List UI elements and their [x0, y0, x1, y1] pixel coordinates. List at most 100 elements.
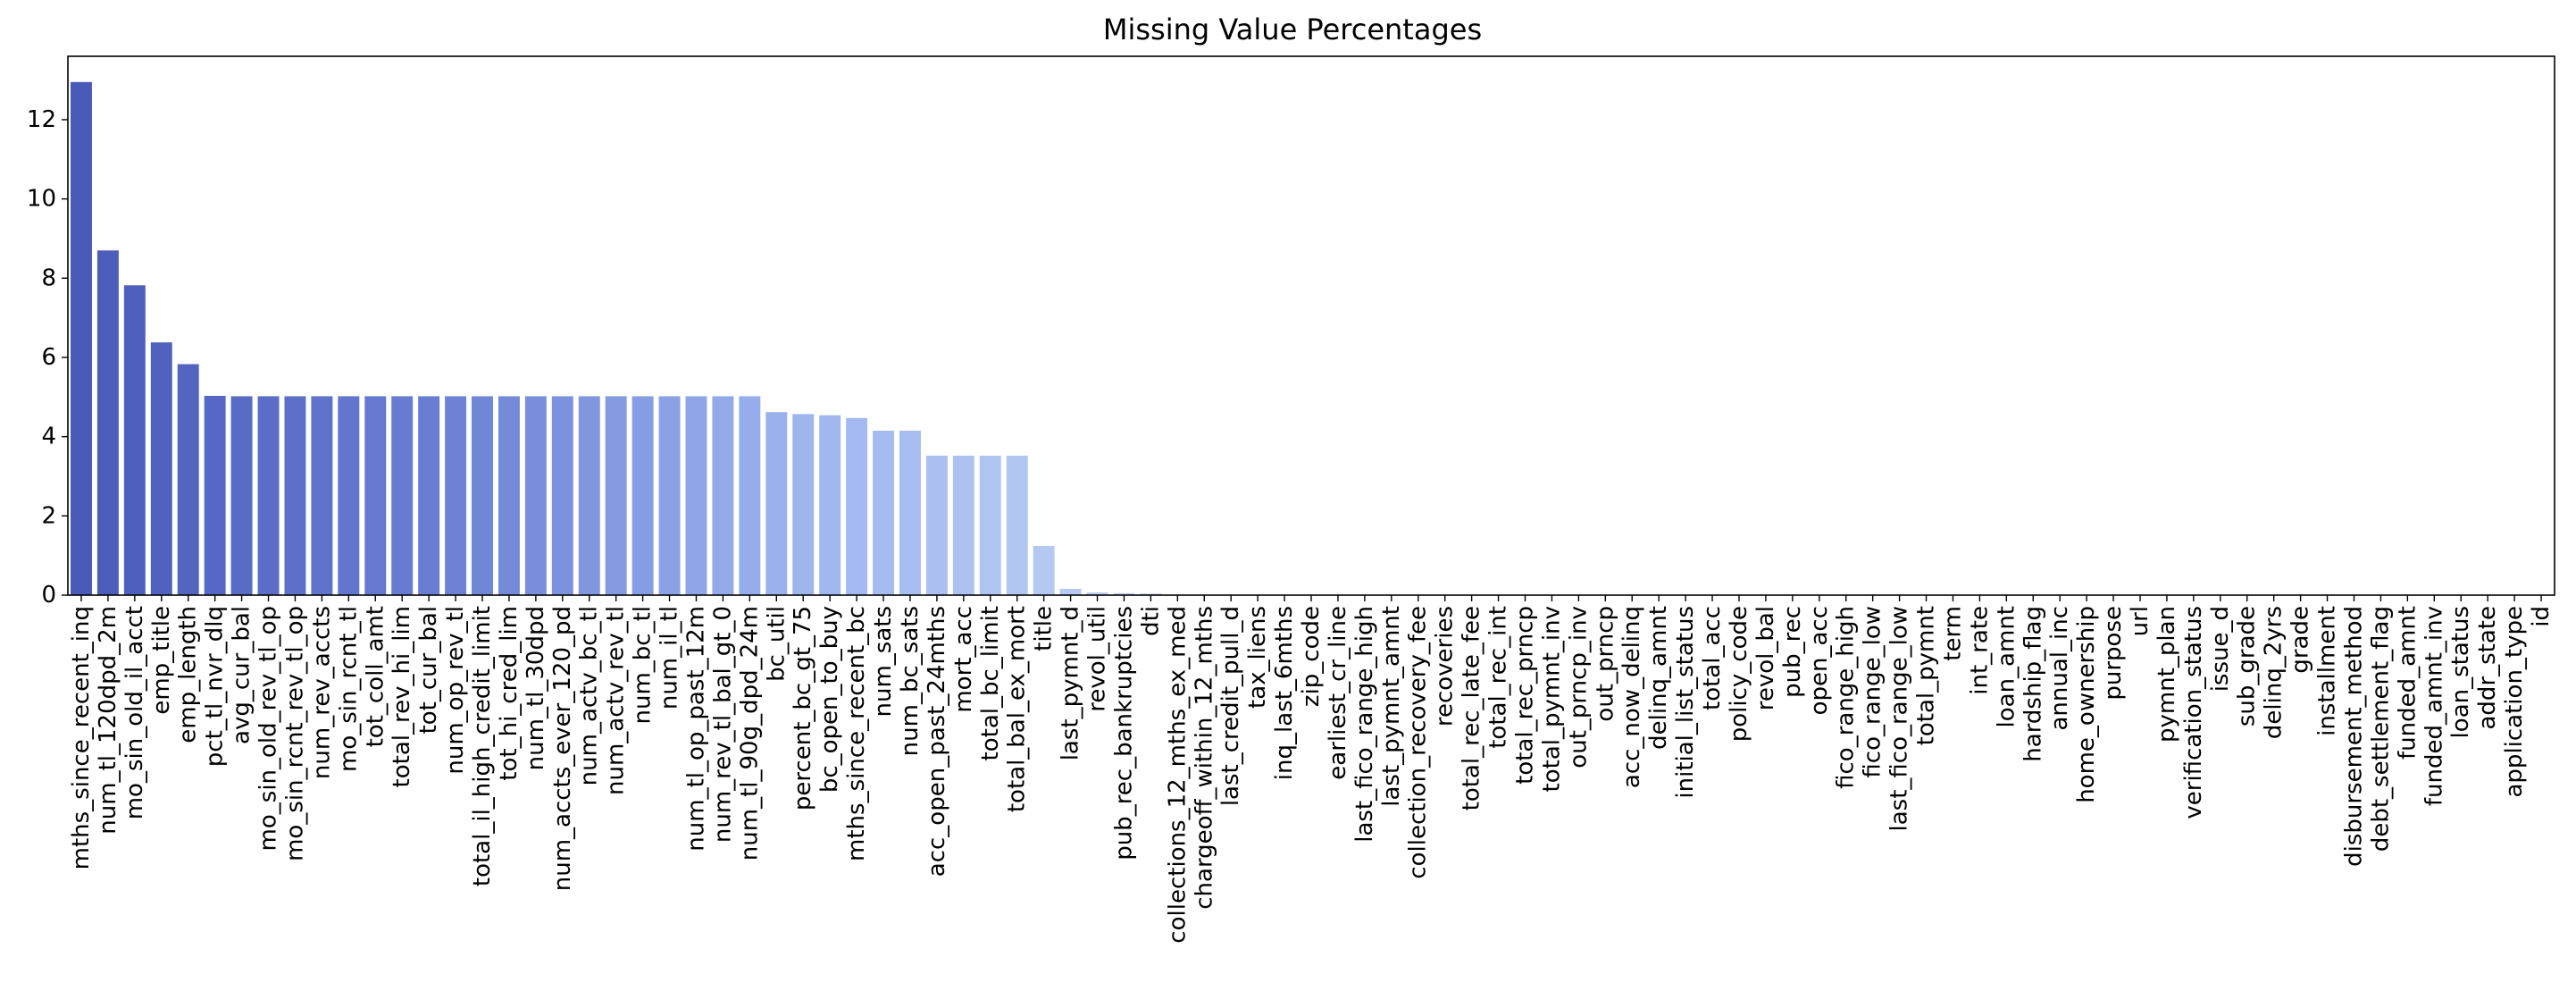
x-tick-label: num_bc_tl: [630, 606, 657, 725]
x-tick-label: funded_amnt_inv: [2421, 606, 2447, 806]
y-tick-label: 10: [27, 186, 56, 213]
x-tick-label: inq_last_6mths: [1271, 606, 1298, 780]
x-tick-label: total_pymnt_inv: [1538, 606, 1565, 792]
x-tick-label: delinq_amnt: [1645, 606, 1672, 750]
x-tick-label: delinq_2yrs: [2261, 606, 2287, 739]
y-tick-label: 2: [41, 502, 56, 529]
x-tick-label: loan_status: [2447, 606, 2474, 738]
x-tick-label: fico_range_high: [1833, 606, 1860, 789]
x-tick-label: mths_since_recent_inq: [68, 606, 95, 869]
x-tick-label: num_tl_op_past_12m: [682, 606, 709, 852]
x-tick-label: earliest_cr_line: [1325, 606, 1351, 780]
x-tick-label: url: [2127, 606, 2154, 636]
x-tick-label: issue_d: [2207, 606, 2234, 692]
x-tick-label: zip_code: [1298, 606, 1325, 707]
x-tick-label: fico_range_low: [1860, 606, 1886, 778]
x-tick-label: num_tl_90g_dpd_24m: [736, 606, 763, 861]
bar-pct_tl_nvr_dlq: [204, 395, 226, 595]
bar-tot_cur_bal: [418, 396, 440, 595]
bar-bc_open_to_buy: [819, 415, 841, 595]
bar-mort_acc: [952, 455, 974, 595]
x-tick-label: open_acc: [1806, 606, 1833, 715]
bar-num_accts_ever_120_pd: [551, 396, 573, 595]
x-tick-label: debt_settlement_flag: [2367, 606, 2394, 852]
x-tick-label: emp_title: [148, 606, 175, 715]
x-tick-label: verification_status: [2180, 606, 2207, 819]
bar-num_actv_bc_tl: [578, 396, 600, 595]
x-tick-label: hardship_flag: [2020, 606, 2046, 762]
bar-total_bc_limit: [979, 455, 1001, 595]
bar-num_bc_sats: [899, 430, 921, 595]
bars-group: [70, 81, 1296, 596]
x-axis: mths_since_recent_inq num_tl_120dpd_2m mo_…: [68, 595, 2555, 944]
x-tick-label: title: [1031, 606, 1058, 651]
bar-title: [1033, 546, 1055, 595]
x-tick-label: acc_open_past_24mths: [924, 606, 950, 877]
bar-emp_length: [177, 364, 199, 595]
bar-tot_hi_cred_lim: [498, 396, 520, 595]
bar-num_actv_rev_tl: [605, 396, 627, 595]
x-tick-label: tot_coll_amt: [362, 606, 389, 747]
bar-num_tl_90g_dpd_24m: [739, 396, 761, 595]
x-tick-label: total_rec_late_fee: [1459, 606, 1485, 810]
x-tick-label: installment: [2314, 606, 2341, 736]
bar-num_tl_op_past_12m: [685, 396, 707, 595]
bar-bc_util: [765, 412, 788, 595]
x-tick-label: mo_sin_rcnt_rev_tl_op: [281, 606, 308, 861]
y-tick-label: 8: [41, 265, 56, 291]
y-tick-label: 4: [41, 424, 56, 450]
x-tick-label: initial_list_status: [1672, 606, 1699, 799]
x-tick-label: sub_grade: [2234, 606, 2261, 726]
bar-mths_since_recent_inq: [70, 81, 92, 596]
x-tick-label: policy_code: [1726, 606, 1752, 742]
bar-num_op_rev_tl: [445, 396, 467, 595]
bar-percent_bc_gt_75: [792, 414, 815, 595]
y-tick-label: 12: [27, 106, 56, 133]
y-tick-label: 0: [41, 582, 56, 609]
bar-num_bc_tl: [631, 396, 654, 595]
x-tick-label: bc_util: [763, 606, 790, 682]
bar-mo_sin_rcnt_tl: [338, 396, 360, 595]
x-tick-label: bc_open_to_buy: [816, 606, 843, 793]
x-tick-label: pub_rec_bankruptcies: [1110, 606, 1137, 861]
x-tick-label: acc_now_delinq: [1618, 606, 1645, 788]
bar-mo_sin_old_il_acct: [123, 285, 146, 595]
x-tick-label: int_rate: [1966, 606, 1993, 695]
x-tick-label: pct_tl_nvr_dlq: [202, 606, 229, 767]
x-tick-label: out_prncp_inv: [1565, 606, 1592, 768]
x-tick-label: last_pymnt_amnt: [1378, 606, 1405, 807]
y-axis: 0 2 4 6 8 10 12: [27, 106, 68, 609]
x-tick-label: avg_cur_bal: [229, 606, 255, 744]
bar-mths_since_recent_bc: [846, 417, 868, 595]
bar-mo_sin_old_rev_tl_op: [257, 396, 280, 595]
bar-num_il_tl: [658, 396, 681, 595]
x-tick-label: total_bal_ex_mort: [1004, 606, 1031, 812]
bar-num_tl_30dpd: [524, 396, 547, 595]
y-tick-label: 6: [41, 344, 56, 371]
bar-dti: [1140, 593, 1162, 595]
x-tick-label: total_rev_hi_lim: [389, 606, 415, 787]
x-tick-label: percent_bc_gt_75: [790, 606, 816, 810]
x-tick-label: collections_12_mths_ex_med: [1164, 606, 1191, 944]
bar-revol_util: [1086, 592, 1108, 595]
bar-total_rev_hi_lim: [391, 396, 414, 595]
bar-num_tl_120dpd_2m: [96, 250, 119, 595]
x-tick-label: addr_state: [2474, 606, 2501, 730]
x-tick-label: last_pymnt_d: [1058, 606, 1084, 760]
x-tick-label: pymnt_plan: [2154, 606, 2180, 743]
x-tick-label: num_il_tl: [657, 606, 683, 710]
bar-tot_coll_amt: [364, 396, 387, 595]
x-tick-label: disbursement_method: [2340, 606, 2367, 867]
x-tick-label: mths_since_recent_bc: [843, 606, 870, 861]
bar-num_rev_tl_bal_gt_0: [712, 396, 734, 595]
x-tick-label: collection_recovery_fee: [1405, 606, 1432, 879]
x-tick-label: last_fico_range_high: [1351, 606, 1378, 843]
plot-frame: [67, 55, 2555, 596]
x-tick-label: mo_sin_rcnt_tl: [335, 606, 362, 772]
x-tick-label: num_sats: [870, 606, 897, 718]
x-tick-label: total_rec_int: [1485, 606, 1512, 749]
x-tick-label: mo_sin_old_rev_tl_op: [255, 606, 282, 851]
x-tick-label: mo_sin_old_il_acct: [121, 606, 148, 819]
